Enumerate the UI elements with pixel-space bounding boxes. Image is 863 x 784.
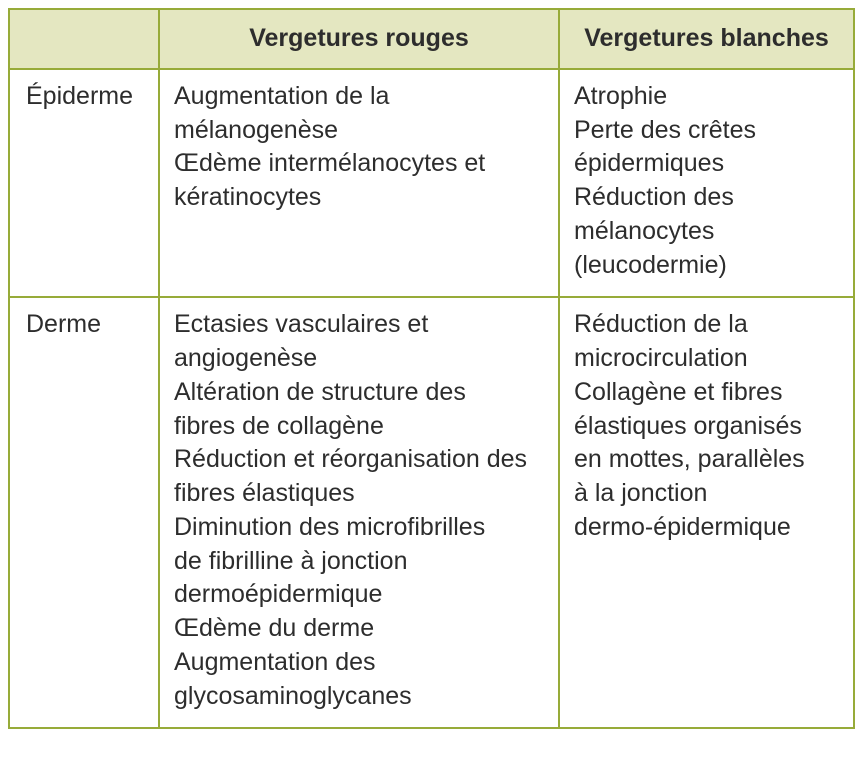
header-empty: [9, 9, 159, 69]
text-line: angiogenèse: [174, 342, 544, 376]
table-container: Vergetures rouges Vergetures blanches Ép…: [0, 0, 863, 737]
text-line: microcirculation: [574, 342, 839, 376]
text-line: Augmentation de la: [174, 80, 544, 114]
row-label-epiderme: Épiderme: [9, 69, 159, 298]
text-line: mélanogenèse: [174, 114, 544, 148]
cell-lines: Augmentation de lamélanogenèseŒdème inte…: [174, 80, 544, 215]
text-line: Œdème intermélanocytes et: [174, 147, 544, 181]
text-line: mélanocytes: [574, 215, 839, 249]
text-line: Augmentation des: [174, 646, 544, 680]
text-line: en mottes, parallèles: [574, 443, 839, 477]
table-header-row: Vergetures rouges Vergetures blanches: [9, 9, 854, 69]
text-line: glycosaminoglycanes: [174, 680, 544, 714]
text-line: élastiques organisés: [574, 410, 839, 444]
text-line: Perte des crêtes: [574, 114, 839, 148]
cell-lines: Ectasies vasculaires etangiogenèseAltéra…: [174, 308, 544, 713]
text-line: Réduction et réorganisation des: [174, 443, 544, 477]
text-line: épidermiques: [574, 147, 839, 181]
text-line: à la jonction: [574, 477, 839, 511]
cell-lines: AtrophiePerte des crêtesépidermiquesRédu…: [574, 80, 839, 283]
text-line: (leucodermie): [574, 249, 839, 283]
text-line: Réduction de la: [574, 308, 839, 342]
text-line: fibres de collagène: [174, 410, 544, 444]
text-line: Collagène et fibres: [574, 376, 839, 410]
table-row: Épiderme Augmentation de lamélanogenèseŒ…: [9, 69, 854, 298]
text-line: Atrophie: [574, 80, 839, 114]
text-line: Altération de structure des: [174, 376, 544, 410]
header-blanches: Vergetures blanches: [559, 9, 854, 69]
cell-lines: Réduction de lamicrocirculationCollagène…: [574, 308, 839, 544]
text-line: kératinocytes: [174, 181, 544, 215]
cell-epiderme-blanches: AtrophiePerte des crêtesépidermiquesRédu…: [559, 69, 854, 298]
text-line: Diminution des microfibrilles: [174, 511, 544, 545]
cell-derme-blanches: Réduction de lamicrocirculationCollagène…: [559, 297, 854, 728]
text-line: dermoépidermique: [174, 578, 544, 612]
text-line: Ectasies vasculaires et: [174, 308, 544, 342]
text-line: dermo-épidermique: [574, 511, 839, 545]
table-row: Derme Ectasies vasculaires etangiogenèse…: [9, 297, 854, 728]
cell-derme-rouges: Ectasies vasculaires etangiogenèseAltéra…: [159, 297, 559, 728]
header-rouges: Vergetures rouges: [159, 9, 559, 69]
row-label-derme: Derme: [9, 297, 159, 728]
text-line: Œdème du derme: [174, 612, 544, 646]
cell-epiderme-rouges: Augmentation de lamélanogenèseŒdème inte…: [159, 69, 559, 298]
text-line: de fibrilline à jonction: [174, 545, 544, 579]
comparison-table: Vergetures rouges Vergetures blanches Ép…: [8, 8, 855, 729]
text-line: fibres élastiques: [174, 477, 544, 511]
text-line: Réduction des: [574, 181, 839, 215]
